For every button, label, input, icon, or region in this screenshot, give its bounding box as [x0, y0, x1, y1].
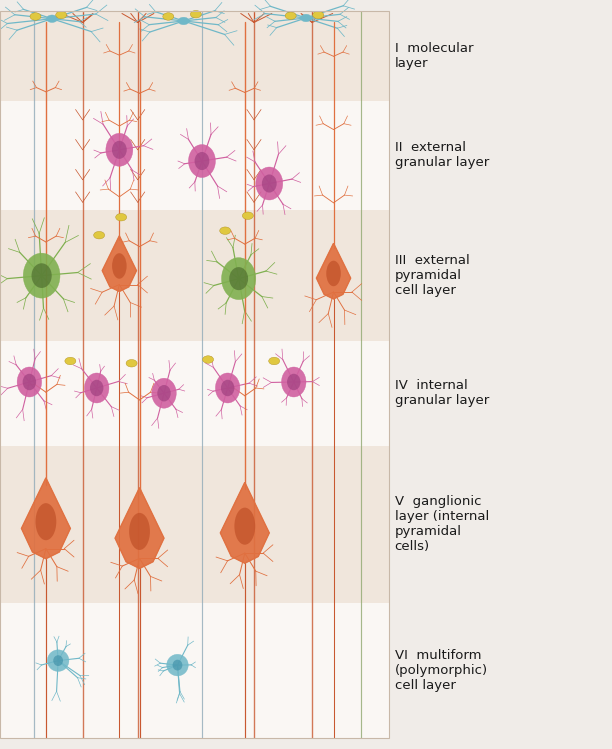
Ellipse shape: [23, 253, 60, 298]
Bar: [0, 11, 389, 101]
Ellipse shape: [230, 267, 248, 290]
Ellipse shape: [221, 380, 234, 396]
Ellipse shape: [47, 15, 58, 22]
Polygon shape: [102, 236, 136, 291]
Bar: [0, 101, 389, 210]
Ellipse shape: [166, 655, 188, 676]
Ellipse shape: [129, 513, 150, 550]
Ellipse shape: [56, 11, 67, 19]
Ellipse shape: [300, 14, 312, 22]
Ellipse shape: [112, 253, 127, 279]
Bar: [0, 446, 389, 603]
Ellipse shape: [262, 175, 277, 192]
Ellipse shape: [326, 261, 341, 286]
Polygon shape: [220, 482, 269, 563]
Ellipse shape: [215, 373, 240, 403]
Ellipse shape: [242, 212, 253, 219]
Ellipse shape: [285, 12, 296, 19]
Polygon shape: [115, 488, 164, 568]
Ellipse shape: [313, 11, 324, 19]
Ellipse shape: [47, 650, 69, 671]
Ellipse shape: [65, 357, 76, 365]
Ellipse shape: [106, 133, 133, 166]
Ellipse shape: [173, 660, 182, 670]
Ellipse shape: [35, 503, 56, 540]
Text: I  molecular
layer: I molecular layer: [395, 42, 473, 70]
Ellipse shape: [23, 374, 36, 390]
Ellipse shape: [256, 167, 283, 200]
Ellipse shape: [126, 360, 137, 367]
Bar: [0, 11, 389, 738]
Ellipse shape: [157, 385, 171, 401]
Ellipse shape: [190, 10, 201, 18]
Ellipse shape: [84, 373, 109, 403]
Ellipse shape: [112, 141, 127, 159]
Text: V  ganglionic
layer (internal
pyramidal
cells): V ganglionic layer (internal pyramidal c…: [395, 495, 489, 554]
Ellipse shape: [163, 13, 174, 20]
Ellipse shape: [32, 264, 51, 288]
Ellipse shape: [220, 227, 231, 234]
Polygon shape: [21, 478, 70, 559]
Polygon shape: [316, 243, 351, 299]
Ellipse shape: [195, 152, 209, 170]
Text: VI  multiform
(polymorphic)
cell layer: VI multiform (polymorphic) cell layer: [395, 649, 488, 692]
Ellipse shape: [222, 258, 256, 300]
Ellipse shape: [94, 231, 105, 239]
Ellipse shape: [116, 213, 127, 221]
Ellipse shape: [178, 17, 189, 25]
Ellipse shape: [188, 145, 215, 178]
Ellipse shape: [17, 367, 42, 397]
Ellipse shape: [287, 374, 300, 390]
Text: IV  internal
granular layer: IV internal granular layer: [395, 379, 489, 407]
Ellipse shape: [234, 508, 255, 545]
Bar: [0, 603, 389, 738]
Ellipse shape: [152, 378, 176, 408]
Ellipse shape: [282, 367, 306, 397]
Ellipse shape: [53, 655, 63, 666]
Text: III  external
pyramidal
cell layer: III external pyramidal cell layer: [395, 254, 469, 297]
Ellipse shape: [269, 357, 280, 365]
Ellipse shape: [30, 13, 41, 20]
Ellipse shape: [90, 380, 103, 396]
Bar: [0, 341, 389, 446]
Bar: [0, 210, 389, 341]
Ellipse shape: [203, 356, 214, 363]
Text: II  external
granular layer: II external granular layer: [395, 142, 489, 169]
